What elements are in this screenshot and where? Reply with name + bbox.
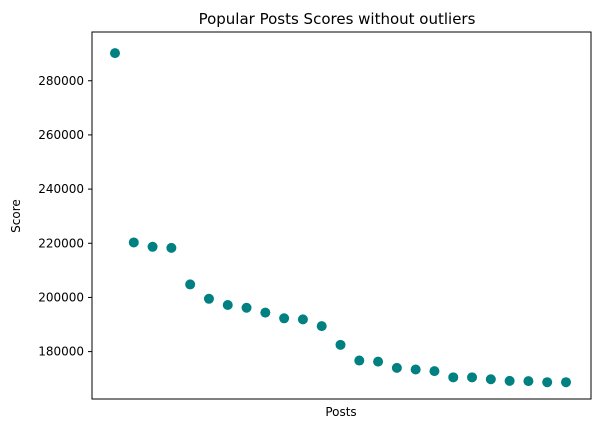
scatter-point [410,364,421,375]
scatter-point [335,339,346,350]
chart-title: Popular Posts Scores without outliers [199,10,476,28]
y-tick-label: 220000 [38,236,84,250]
y-axis-label: Score [9,199,23,233]
scatter-point [147,241,158,252]
x-axis-label: Posts [325,405,356,419]
scatter-point [185,279,196,290]
scatter-point [166,242,177,253]
y-tick-label: 260000 [38,128,84,142]
y-tick-label: 200000 [38,290,84,304]
plot-frame [91,31,592,400]
scatter-point [542,377,553,388]
scatter-point [279,313,290,324]
scatter-points [110,48,571,388]
scatter-point [297,314,308,325]
scatter-point [391,362,402,373]
scatter-point [485,374,496,385]
scatter-point [222,300,233,311]
y-tick-label: 180000 [38,345,84,359]
scatter-point [128,237,139,248]
scatter-point [523,376,534,387]
scatter-point [429,366,440,377]
y-tick-label: 280000 [38,74,84,88]
y-axis-ticks: 180000 200000 220000 240000 260000 280000 [38,74,92,359]
scatter-point [203,293,214,304]
scatter-point [260,307,271,318]
scatter-point [561,377,571,388]
scatter-point [241,302,252,313]
scatter-point [373,356,384,367]
scatter-point [448,372,459,383]
scatter-point [467,372,478,383]
scatter-point [110,48,120,59]
scatter-point [354,355,365,366]
scatter-point [504,375,515,386]
y-tick-label: 240000 [38,182,84,196]
scatter-point [316,321,327,332]
